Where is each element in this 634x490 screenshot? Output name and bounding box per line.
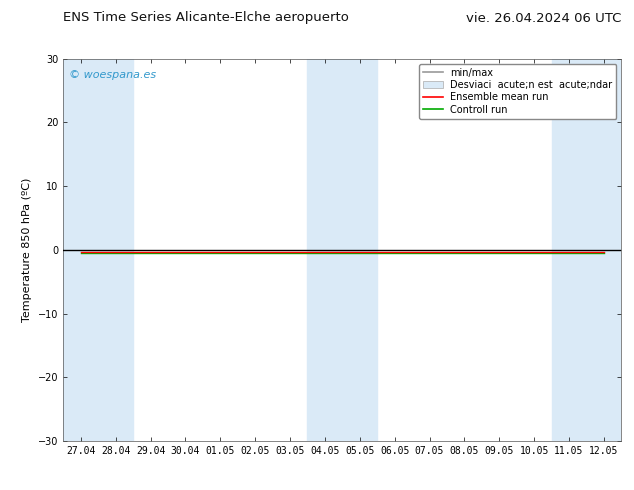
Legend: min/max, Desviaci  acute;n est  acute;ndar, Ensemble mean run, Controll run: min/max, Desviaci acute;n est acute;ndar… bbox=[419, 64, 616, 119]
Y-axis label: Temperature 850 hPa (ºC): Temperature 850 hPa (ºC) bbox=[22, 178, 32, 322]
Text: vie. 26.04.2024 06 UTC: vie. 26.04.2024 06 UTC bbox=[466, 11, 621, 24]
Bar bbox=[307, 59, 377, 441]
Text: ENS Time Series Alicante-Elche aeropuerto: ENS Time Series Alicante-Elche aeropuert… bbox=[63, 11, 349, 24]
Bar bbox=[63, 59, 133, 441]
Bar bbox=[552, 59, 621, 441]
Text: © woespana.es: © woespana.es bbox=[69, 70, 156, 80]
